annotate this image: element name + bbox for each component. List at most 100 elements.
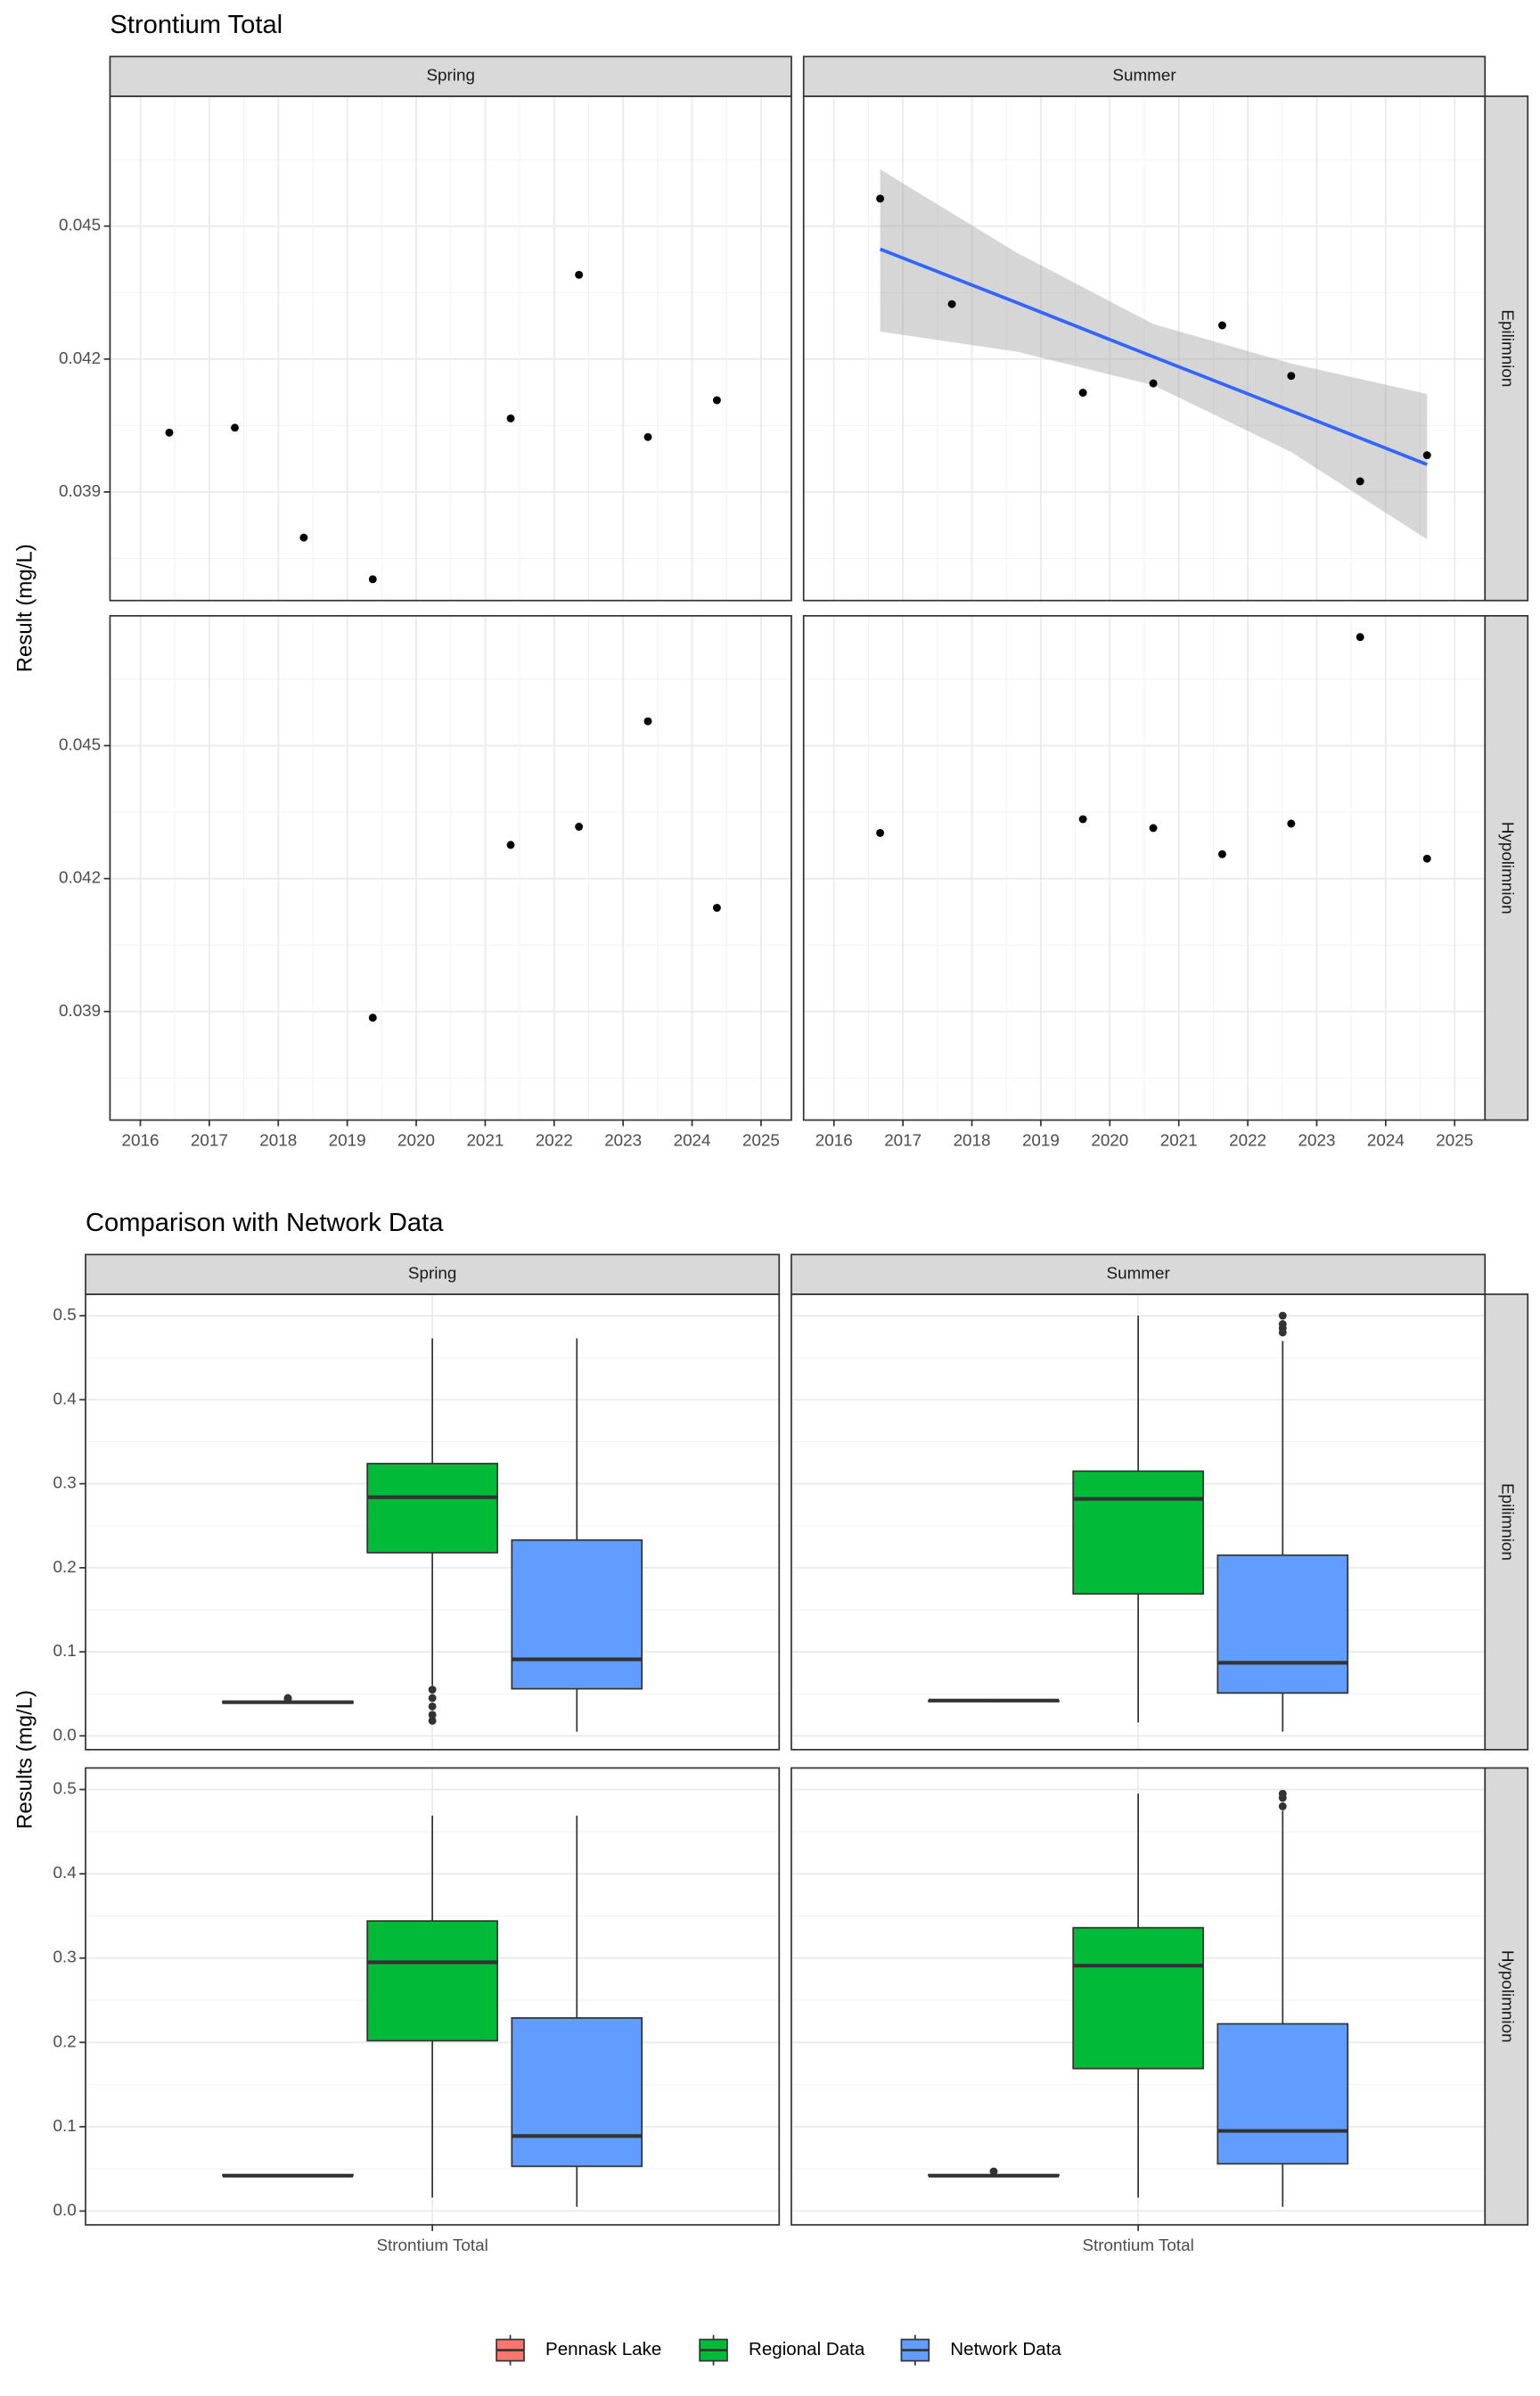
outlier [428, 1702, 437, 1711]
x-tick-label: 2025 [742, 1131, 780, 1150]
x-tick-label: 2022 [536, 1131, 573, 1150]
data-point [643, 717, 652, 726]
x-tick-label: 2017 [884, 1131, 922, 1150]
y-tick-label: 0.039 [59, 1001, 101, 1020]
data-point [575, 823, 584, 831]
y-tick-label: 0.2 [53, 2031, 77, 2050]
y-tick-label: 0.0 [53, 2200, 77, 2219]
data-point [1149, 824, 1158, 833]
y-axis-title: Results (mg/L) [12, 1690, 37, 1829]
y-tick-label: 0.045 [59, 216, 101, 234]
facet-label: Epilimnion [1498, 309, 1517, 387]
facet-label: Hypolimnion [1498, 822, 1517, 915]
y-tick-label: 0.042 [59, 349, 101, 367]
x-tick-label: 2020 [397, 1131, 435, 1150]
facet-strip [802, 55, 1487, 97]
data-point [643, 432, 652, 441]
data-point [1422, 451, 1431, 460]
y-tick-label: 0.3 [53, 1948, 77, 1966]
x-tick-label: 2022 [1229, 1131, 1266, 1150]
y-tick-label: 0.4 [53, 1389, 77, 1407]
data-point [712, 903, 721, 912]
x-tick-label: 2018 [259, 1131, 297, 1150]
facet-strip [1484, 1293, 1529, 1751]
x-tick-label: 2019 [1022, 1131, 1060, 1150]
confidence-band [880, 169, 1428, 540]
data-point [506, 841, 515, 849]
data-point [1287, 372, 1296, 381]
x-tick-label: 2016 [815, 1131, 853, 1150]
y-tick-label: 0.039 [59, 481, 101, 500]
data-point [1356, 633, 1364, 642]
data-point [947, 300, 956, 308]
y-tick-label: 0.1 [53, 2116, 77, 2135]
x-tick-label: 2024 [674, 1131, 711, 1150]
y-tick-label: 0.3 [53, 1473, 77, 1492]
outlier [428, 1686, 437, 1694]
x-tick-label: 2023 [604, 1131, 642, 1150]
data-point [712, 396, 721, 405]
x-tick-label: 2020 [1091, 1131, 1128, 1150]
y-tick-label: 0.4 [53, 1863, 77, 1882]
facet-label: Summer [1107, 1264, 1170, 1283]
legend-label: Pennask Lake [545, 2339, 661, 2359]
data-point [1287, 819, 1296, 828]
panel-border [109, 615, 792, 1121]
legend-label: Regional Data [749, 2339, 865, 2359]
x-tick-label: 2017 [191, 1131, 228, 1150]
x-tick-label: 2021 [1160, 1131, 1198, 1150]
y-tick-label: 0.5 [53, 1305, 77, 1324]
trend-line [879, 247, 1428, 466]
facet-strip [85, 1253, 781, 1295]
facet-strip [790, 1253, 1487, 1295]
data-point [876, 828, 885, 837]
data-point [1422, 854, 1431, 863]
box [366, 1463, 498, 1554]
outlier [1278, 1802, 1287, 1810]
box [1216, 1554, 1349, 1694]
data-point [231, 423, 239, 432]
outlier [989, 2167, 998, 2176]
facet-strip [109, 55, 792, 97]
data-point [1217, 321, 1226, 330]
y-tick-label: 0.042 [59, 868, 101, 887]
data-point [368, 1013, 377, 1022]
data-point [1149, 379, 1158, 388]
facet-label: Spring [408, 1264, 456, 1283]
x-tick-label: 2024 [1367, 1131, 1405, 1150]
data-point [876, 194, 885, 203]
legend-label: Network Data [950, 2339, 1061, 2359]
data-point [1078, 389, 1087, 398]
box [511, 2017, 643, 2168]
x-tick-label: Strontium Total [1082, 2236, 1193, 2254]
outlier [428, 1694, 437, 1703]
facet-label: Epilimnion [1498, 1483, 1517, 1561]
data-point [506, 414, 515, 423]
facet-label: Spring [426, 66, 474, 85]
outlier [283, 1694, 292, 1703]
data-point [575, 270, 584, 279]
x-tick-label: 2018 [954, 1131, 991, 1150]
data-point [368, 575, 377, 584]
box [1072, 1470, 1204, 1595]
x-tick-label: 2016 [122, 1131, 160, 1150]
y-tick-label: 0.1 [53, 1641, 77, 1660]
facet-label: Hypolimnion [1498, 1950, 1517, 2043]
box [1216, 2023, 1349, 2165]
x-tick-label: 2025 [1436, 1131, 1473, 1150]
outlier [428, 1711, 437, 1719]
facet-strip [1484, 615, 1529, 1121]
facet-strip [1484, 1767, 1529, 2226]
facet-strip [1484, 95, 1529, 602]
outlier [428, 1716, 437, 1725]
panel-border [85, 1767, 781, 2226]
x-tick-label: 2019 [329, 1131, 366, 1150]
y-tick-label: 0.5 [53, 1779, 77, 1798]
data-point [165, 428, 174, 437]
y-axis-title: Result (mg/L) [12, 544, 37, 672]
y-tick-label: 0.0 [53, 1725, 77, 1744]
facet-label: Summer [1112, 66, 1175, 85]
outlier [1278, 1311, 1287, 1320]
